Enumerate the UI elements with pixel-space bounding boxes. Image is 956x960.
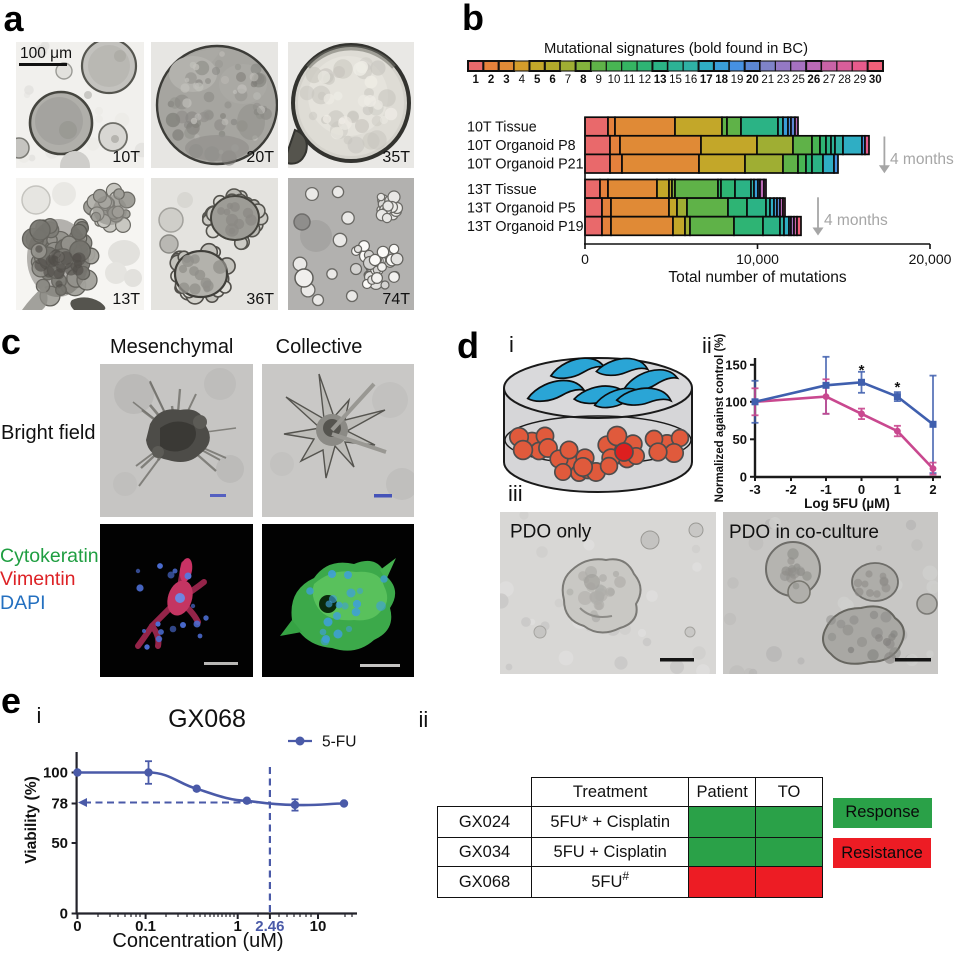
svg-text:78: 78 — [51, 796, 68, 813]
svg-text:12: 12 — [638, 74, 651, 86]
svg-text:13T Organoid P19: 13T Organoid P19 — [467, 219, 584, 235]
svg-text:9: 9 — [595, 74, 601, 86]
svg-text:10T Organoid P21: 10T Organoid P21 — [467, 157, 584, 173]
svg-text:5-FU: 5-FU — [322, 734, 356, 751]
svg-text:17: 17 — [700, 74, 713, 86]
svg-text:-2: -2 — [785, 482, 797, 497]
svg-text:PDO only: PDO only — [510, 522, 592, 543]
svg-text:19: 19 — [731, 74, 744, 86]
svg-text:50: 50 — [51, 835, 68, 852]
svg-text:6: 6 — [549, 74, 555, 86]
svg-text:74T: 74T — [382, 291, 410, 308]
svg-text:Normalized against control (%): Normalized against control (%) — [714, 333, 726, 502]
svg-text:35T: 35T — [382, 149, 410, 166]
svg-text:10T Tissue: 10T Tissue — [467, 120, 537, 136]
svg-text:Total number of mutations: Total number of mutations — [668, 269, 847, 286]
svg-text:2: 2 — [929, 482, 936, 497]
svg-text:0: 0 — [60, 906, 68, 923]
svg-text:0.1: 0.1 — [135, 918, 156, 935]
svg-text:Mutational signatures (bold fo: Mutational signatures (bold found in BC) — [544, 41, 808, 57]
svg-text:10: 10 — [608, 74, 621, 86]
svg-text:1: 1 — [234, 918, 242, 935]
svg-text:-1: -1 — [820, 482, 832, 497]
svg-text:13T Tissue: 13T Tissue — [467, 182, 537, 198]
svg-text:23: 23 — [777, 74, 790, 86]
svg-text:30: 30 — [869, 74, 882, 86]
svg-text:13T Organoid P5: 13T Organoid P5 — [467, 200, 576, 216]
svg-text:-3: -3 — [749, 482, 761, 497]
svg-text:20,000: 20,000 — [909, 251, 952, 267]
svg-text:29: 29 — [854, 74, 867, 86]
svg-text:10: 10 — [310, 918, 327, 935]
svg-text:16: 16 — [684, 74, 697, 86]
svg-text:10,000: 10,000 — [736, 251, 779, 267]
svg-text:0: 0 — [73, 918, 81, 935]
svg-text:13: 13 — [654, 74, 667, 86]
svg-text:1: 1 — [472, 74, 479, 86]
svg-text:10T Organoid P8: 10T Organoid P8 — [467, 138, 576, 154]
svg-text:15: 15 — [669, 74, 682, 86]
svg-text:18: 18 — [715, 74, 728, 86]
svg-text:150: 150 — [725, 357, 747, 372]
svg-text:8: 8 — [580, 74, 587, 86]
svg-text:100: 100 — [725, 394, 747, 409]
svg-text:Concentration (uM): Concentration (uM) — [112, 930, 283, 952]
svg-text:13T: 13T — [112, 291, 140, 308]
svg-text:28: 28 — [838, 74, 851, 86]
svg-text:25: 25 — [792, 74, 805, 86]
svg-text:20T: 20T — [246, 149, 274, 166]
svg-text:4: 4 — [519, 74, 526, 86]
svg-text:0: 0 — [740, 469, 747, 484]
svg-text:4 months: 4 months — [890, 151, 954, 168]
svg-text:Log 5FU (µM): Log 5FU (µM) — [804, 496, 890, 511]
svg-text:11: 11 — [623, 74, 635, 86]
svg-text:10T: 10T — [112, 149, 140, 166]
svg-text:27: 27 — [823, 74, 836, 86]
svg-text:2.46: 2.46 — [255, 918, 284, 935]
svg-text:20: 20 — [746, 74, 759, 86]
svg-text:*: * — [859, 362, 865, 379]
svg-text:0: 0 — [858, 482, 865, 497]
svg-text:3: 3 — [503, 74, 509, 86]
svg-text:5: 5 — [534, 74, 541, 86]
svg-text:21: 21 — [761, 74, 774, 86]
svg-text:4 months: 4 months — [824, 212, 888, 229]
svg-text:2: 2 — [488, 74, 494, 86]
svg-text:100: 100 — [43, 765, 68, 782]
svg-text:7: 7 — [565, 74, 571, 86]
svg-text:26: 26 — [807, 74, 820, 86]
svg-text:1: 1 — [894, 482, 901, 497]
svg-text:PDO in co-culture: PDO in co-culture — [729, 522, 879, 543]
svg-text:50: 50 — [733, 432, 747, 447]
svg-text:*: * — [894, 379, 900, 396]
svg-text:36T: 36T — [246, 291, 274, 308]
svg-text:Viability (%): Viability (%) — [23, 776, 40, 864]
svg-text:0: 0 — [581, 251, 589, 267]
svg-text:GX068: GX068 — [168, 705, 246, 733]
